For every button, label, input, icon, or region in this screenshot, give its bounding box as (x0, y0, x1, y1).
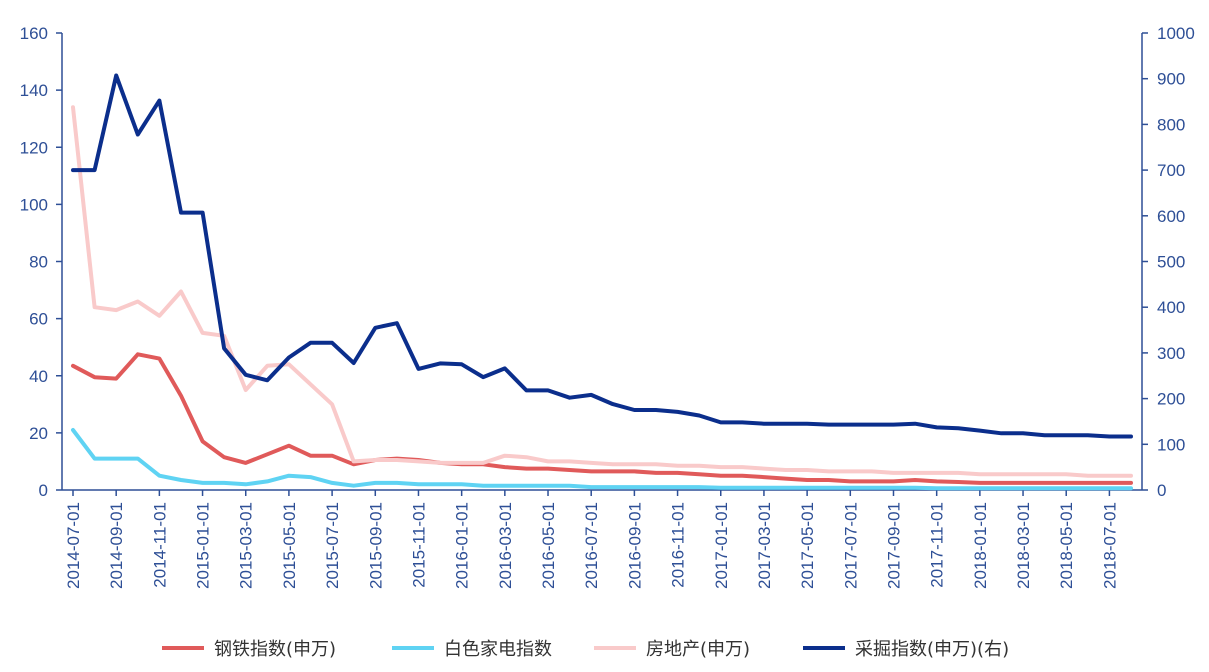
legend-label-0: 钢铁指数(申万) (214, 639, 336, 660)
x-tick-label: 2015-07-01 (323, 502, 342, 589)
x-tick-label: 2015-09-01 (366, 502, 385, 589)
x-tick-label: 2018-05-01 (1057, 502, 1076, 589)
legend-label-3: 采掘指数(申万)(右) (855, 639, 1009, 660)
right-y-tick-label: 600 (1157, 207, 1185, 226)
left-y-tick-label: 80 (29, 253, 48, 272)
series-lines (71, 73, 1133, 491)
left-y-tick-label: 100 (20, 195, 48, 214)
right-y-tick-label: 700 (1157, 161, 1185, 180)
right-y-tick-label: 900 (1157, 70, 1185, 89)
right-y-tick-label: 800 (1157, 115, 1185, 134)
x-tick-label: 2015-03-01 (237, 502, 256, 589)
x-tick-label: 2017-03-01 (755, 502, 774, 589)
x-tick-label: 2016-05-01 (539, 502, 558, 589)
x-tick-label: 2016-03-01 (496, 502, 515, 589)
axes: 0 20 40 60 80 100 120 140 160 0 100 200 300 400 500 600… (20, 24, 1195, 589)
right-y-tick-label: 500 (1157, 253, 1185, 272)
x-tick-label: 2015-05-01 (280, 502, 299, 589)
x-tick-label: 2015-11-01 (409, 502, 428, 588)
right-y-tick-label: 200 (1157, 390, 1185, 409)
x-tick-label: 2016-11-01 (669, 502, 688, 588)
right-y-tick-label: 400 (1157, 298, 1185, 317)
right-y-tick-label: 100 (1157, 435, 1185, 454)
x-tick-label: 2014-07-01 (64, 502, 83, 589)
legend: 钢铁指数(申万) 白色家电指数 房地产(申万) 采掘指数(申万)(右) (162, 639, 1009, 660)
series-line-3 (71, 73, 1133, 439)
left-y-tick-label: 60 (29, 310, 48, 329)
right-y-tick-label: 1000 (1157, 24, 1195, 43)
x-tick-label: 2018-07-01 (1100, 502, 1119, 589)
series-line-0 (71, 352, 1133, 485)
x-tick-label: 2016-09-01 (625, 502, 644, 589)
left-y-tick-label: 0 (39, 481, 48, 500)
x-tick-label: 2015-01-01 (194, 502, 213, 589)
x-tick-label: 2017-05-01 (798, 502, 817, 589)
x-tick-label: 2017-01-01 (712, 502, 731, 589)
x-tick-label: 2017-11-01 (928, 502, 947, 588)
left-y-tick-label: 140 (20, 81, 48, 100)
left-y-tick-label: 20 (29, 424, 48, 443)
x-tick-label: 2017-09-01 (884, 502, 903, 589)
x-tick-label: 2018-01-01 (971, 502, 990, 589)
x-tick-label: 2016-07-01 (582, 502, 601, 589)
x-tick-label: 2018-03-01 (1014, 502, 1033, 589)
right-y-tick-label: 300 (1157, 344, 1185, 363)
left-y-tick-label: 40 (29, 367, 48, 386)
x-tick-label: 2014-09-01 (107, 502, 126, 589)
left-y-tick-label: 120 (20, 138, 48, 157)
x-tick-label: 2016-01-01 (453, 502, 472, 589)
right-y-tick-label: 0 (1157, 481, 1166, 500)
left-y-tick-label: 160 (20, 24, 48, 43)
x-tick-label: 2014-11-01 (150, 502, 169, 588)
series-line-1 (71, 428, 1133, 491)
legend-label-1: 白色家电指数 (444, 639, 552, 660)
series-line-2 (71, 105, 1133, 478)
x-tick-label: 2017-07-01 (841, 502, 860, 589)
legend-label-2: 房地产(申万) (646, 639, 750, 660)
